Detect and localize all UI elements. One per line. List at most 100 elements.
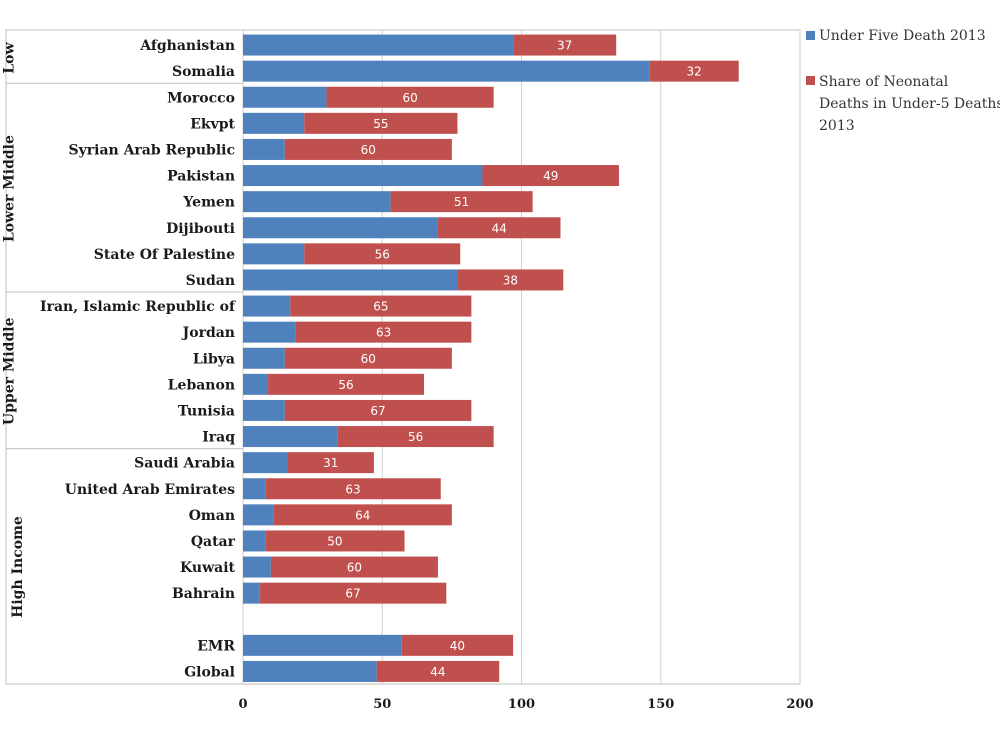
- bar-neonatal-share: [482, 165, 619, 187]
- bar-under-five: [243, 165, 483, 187]
- data-label: 55: [373, 117, 388, 131]
- data-label: 56: [408, 430, 423, 444]
- bar-under-five: [243, 86, 327, 108]
- group-label-line: Income: [0, 159, 1, 217]
- bar-under-five: [243, 138, 285, 160]
- bar-neonatal-share: [401, 634, 514, 656]
- legend-entry: Under Five Death 2013: [819, 28, 986, 44]
- data-label: 60: [361, 352, 376, 366]
- x-tick-label: 100: [508, 697, 535, 712]
- bar-under-five: [243, 530, 266, 552]
- group-labels: LowIncomeLower MiddleIncomeUpper MiddleI…: [0, 29, 26, 618]
- data-label: 37: [557, 39, 572, 53]
- group-label-line: Lower Middle: [2, 135, 18, 242]
- group-dividers: [6, 82, 243, 450]
- category-label: Syrian Arab Republic: [69, 142, 236, 158]
- bar-under-five: [243, 243, 305, 265]
- x-axis-ticks: 0 50 100 150 200: [238, 697, 813, 712]
- group-label-line: Upper Middle: [2, 317, 18, 425]
- category-label: Oman: [189, 508, 235, 524]
- category-label: Qatar: [191, 534, 236, 550]
- bar-neonatal-share: [270, 556, 438, 578]
- legend-entry-line: Share of Neonatal: [819, 74, 949, 90]
- bar-neonatal-share: [304, 112, 458, 134]
- data-label: 31: [323, 456, 338, 470]
- category-label: Libya: [193, 351, 235, 367]
- bar-neonatal-share: [390, 191, 533, 213]
- data-label: 44: [430, 665, 445, 679]
- data-label: 56: [338, 378, 353, 392]
- bar-under-five: [243, 478, 266, 500]
- data-label: 64: [355, 508, 370, 522]
- bar-under-five: [243, 295, 291, 317]
- bar-neonatal-share: [326, 86, 494, 108]
- bar-neonatal-share: [304, 243, 461, 265]
- data-label: 49: [543, 169, 558, 183]
- legend-entry-line: Deaths in Under-5 Deaths%: [819, 96, 1000, 112]
- bar-neonatal-share: [457, 269, 564, 291]
- bar-neonatal-share: [437, 217, 561, 239]
- data-label: 63: [345, 482, 360, 496]
- category-label: State Of Palestine: [94, 247, 235, 263]
- category-label: Bahrain: [172, 586, 235, 602]
- group-label-line: High Income: [10, 516, 26, 618]
- category-label: Afghanistan: [139, 38, 235, 54]
- legend-swatch: [806, 76, 815, 85]
- bar-under-five: [243, 217, 438, 239]
- category-label: Morocco: [167, 90, 235, 106]
- legend-swatch: [806, 31, 815, 40]
- bar-under-five: [243, 60, 650, 82]
- bar-under-five: [243, 34, 514, 56]
- bar-neonatal-share: [290, 295, 472, 317]
- data-label: 65: [373, 300, 388, 314]
- bar-neonatal-share: [284, 138, 452, 160]
- x-tick-label: 0: [238, 697, 247, 712]
- data-label: 60: [402, 91, 417, 105]
- bar-under-five: [243, 112, 305, 134]
- bar-under-five: [243, 426, 338, 448]
- category-label: Saudi Arabia: [134, 456, 235, 472]
- group-label-line: Income: [0, 342, 1, 400]
- category-label: Sudan: [186, 273, 235, 289]
- bar-neonatal-share: [284, 347, 452, 369]
- category-label: United Arab Emirates: [65, 482, 235, 498]
- bar-under-five: [243, 191, 391, 213]
- category-label: Kuwait: [180, 560, 235, 576]
- group-label: LowIncome: [0, 29, 18, 87]
- category-label: Jordan: [181, 325, 235, 341]
- bar-under-five: [243, 582, 260, 604]
- data-label: 60: [361, 143, 376, 157]
- bars: 3732605560495144563865636056675631636450…: [243, 34, 739, 682]
- group-label: Upper MiddleIncome: [0, 317, 18, 425]
- category-label: Iraq: [202, 430, 235, 446]
- bar-neonatal-share: [649, 60, 739, 82]
- category-label: Ekvpt: [190, 116, 235, 132]
- bar-neonatal-share: [284, 399, 472, 421]
- category-labels: Afghanistan Somalia Morocco Ekvpt Syrian Ara…: [40, 38, 236, 680]
- bar-neonatal-share: [268, 373, 425, 395]
- bar-under-five: [243, 504, 274, 526]
- bar-neonatal-share: [513, 34, 617, 56]
- data-label: 63: [376, 326, 391, 340]
- legend: Under Five Death 2013 Share of Neonatal De…: [806, 28, 1000, 134]
- category-label: Lebanon: [168, 377, 235, 393]
- bar-neonatal-share: [295, 321, 472, 343]
- data-label: 56: [375, 247, 390, 261]
- bar-under-five: [243, 373, 269, 395]
- group-label-line: Income: [0, 29, 1, 87]
- group-label: Lower MiddleIncome: [0, 135, 18, 242]
- category-label: Yemen: [182, 195, 235, 211]
- legend-entry-line: 2013: [819, 118, 855, 134]
- data-label: 51: [454, 195, 469, 209]
- group-label-line: Low: [2, 42, 18, 74]
- bar-neonatal-share: [376, 660, 500, 682]
- data-label: 60: [347, 561, 362, 575]
- category-label: Dijibouti: [166, 221, 235, 237]
- bar-under-five: [243, 321, 296, 343]
- bar-under-five: [243, 269, 458, 291]
- bar-neonatal-share: [273, 504, 452, 526]
- category-label: Global: [184, 664, 235, 680]
- data-label: 44: [492, 221, 507, 235]
- data-label: 67: [345, 587, 360, 601]
